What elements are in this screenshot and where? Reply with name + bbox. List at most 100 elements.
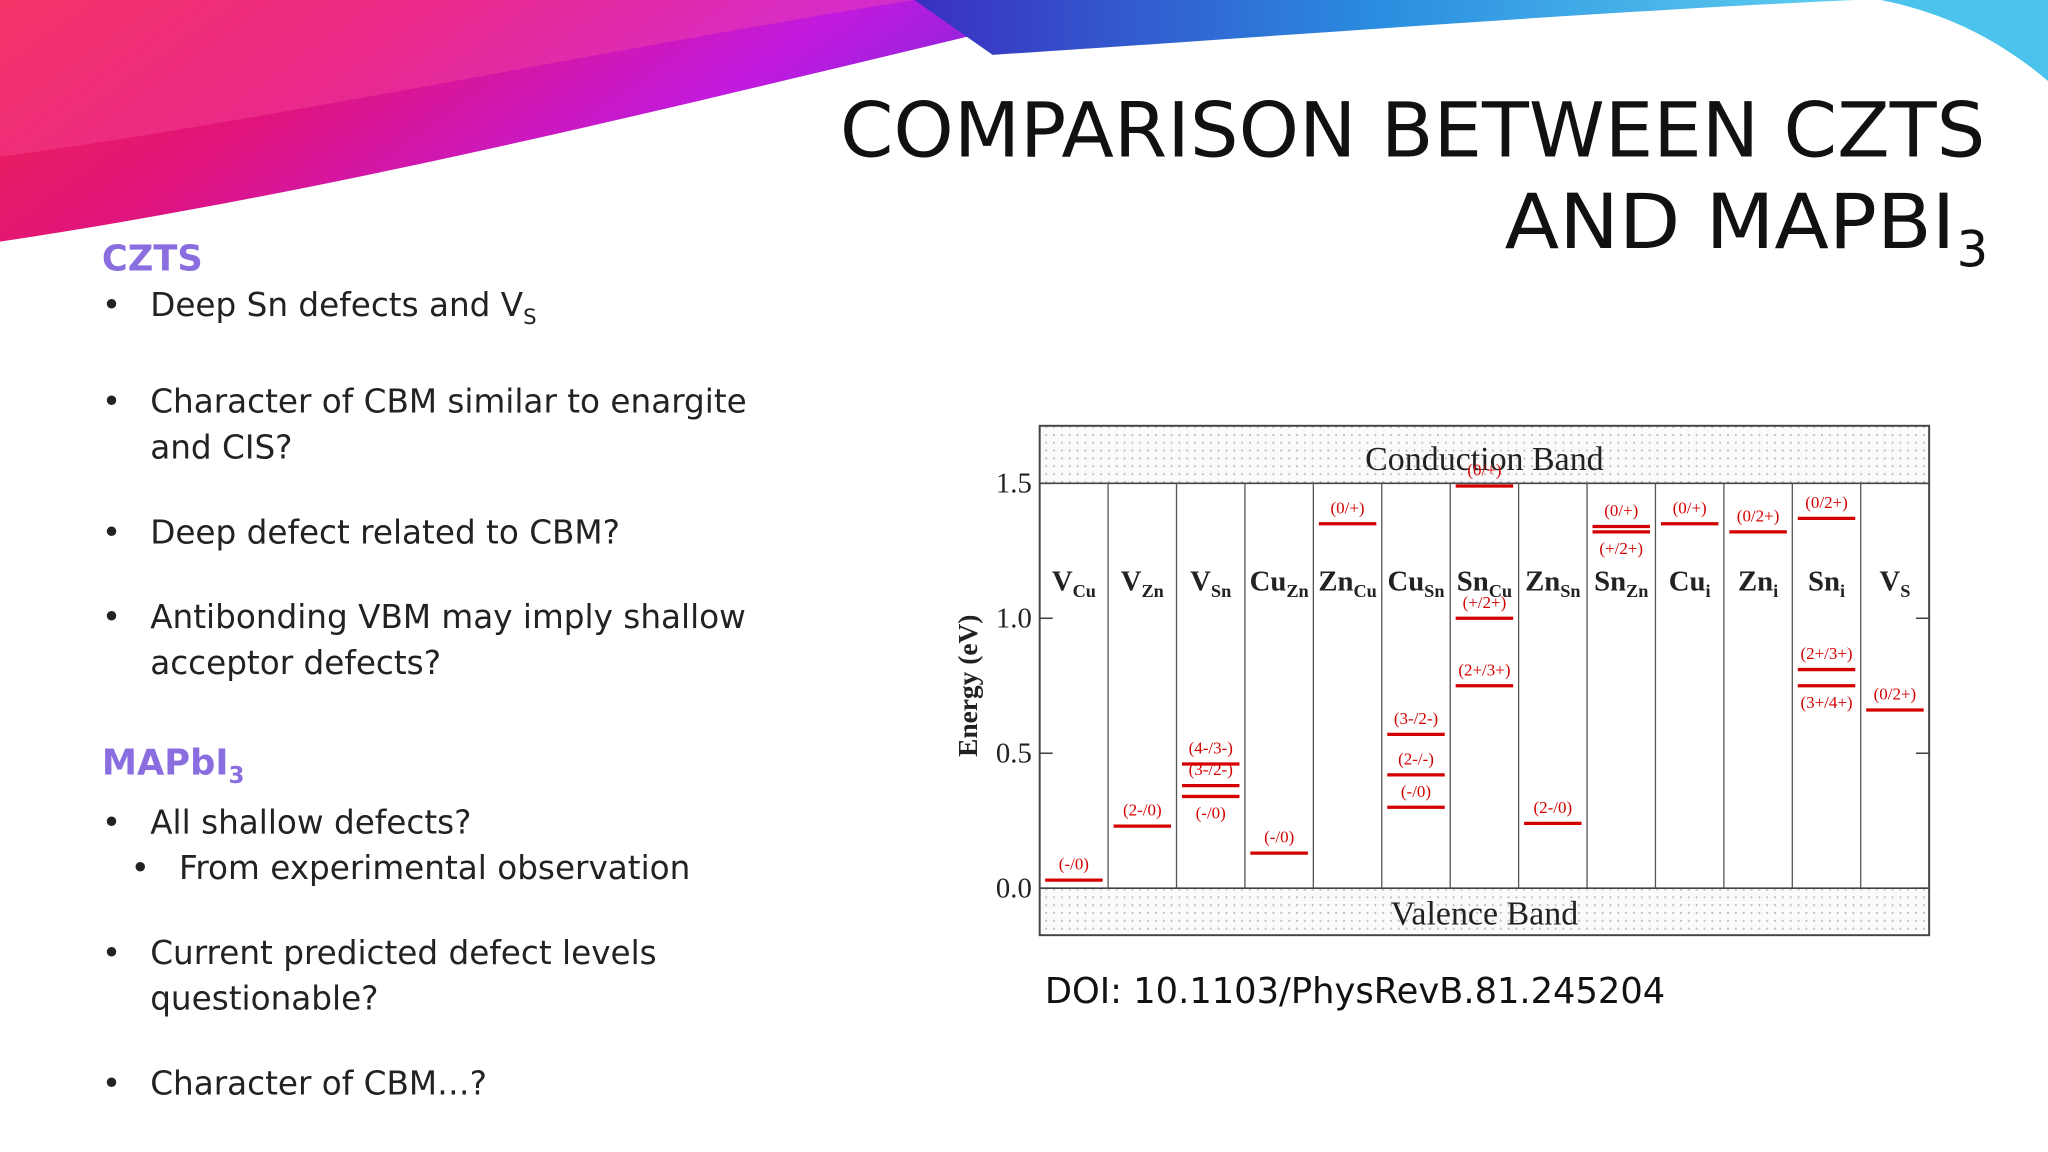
column-name-subscript: Zn — [1286, 581, 1308, 601]
bullet-item: All shallow defects? From experimental ob… — [102, 800, 801, 891]
defect-level-label: (4-/3-) — [1189, 739, 1233, 758]
column-name-base: Sn — [1457, 565, 1489, 597]
bullet-line: Current predicted defect levels question… — [150, 930, 800, 1021]
y-tick-label: 1.5 — [996, 467, 1032, 499]
bullet-line: Character of CBM similar to enargite and… — [150, 379, 800, 470]
column-name-base: Zn — [1738, 565, 1773, 597]
defect-level-label: (0/+) — [1331, 498, 1365, 517]
bullet-item: Deep defect related to CBM? — [102, 509, 801, 555]
defect-level-label: (2+/3+) — [1800, 644, 1852, 663]
column-name-base: V — [1121, 565, 1142, 597]
band-bottom — [1039, 888, 1930, 936]
bullet-text: Antibonding VBM may imply shallow accept… — [150, 598, 746, 682]
defect-level-label: (+/2+) — [1463, 593, 1507, 612]
column-name-subscript: Zn — [1142, 581, 1164, 601]
section-heading: CZTS — [102, 236, 846, 282]
column-name: Cui — [1669, 565, 1711, 601]
defect-level-label: (-/0) — [1264, 828, 1294, 847]
bullet-text: Character of CBM…? — [150, 1064, 488, 1103]
column-name: CuZn — [1250, 565, 1309, 601]
title-line: COMPARISON BETWEEN CZTS — [840, 87, 1985, 175]
defect-level-label: (2-/0) — [1123, 801, 1162, 820]
doi: DOI: 10.1103/PhysRevB.81.245204 — [1045, 971, 1665, 1012]
column-name: VSn — [1190, 565, 1231, 601]
column-name-base: Zn — [1318, 565, 1353, 597]
column-name-subscript: Sn — [1560, 581, 1580, 601]
column-name: ZnSn — [1525, 565, 1580, 601]
y-tick-label: 0.5 — [996, 737, 1032, 769]
column-name-subscript: i — [1705, 581, 1710, 601]
column-name: VZn — [1121, 565, 1164, 601]
heading-subscript: 3 — [228, 763, 245, 790]
defect-level-label: (2-/-) — [1398, 749, 1434, 768]
decor-wave — [1880, 0, 2048, 81]
column-name-subscript: Cu — [1489, 581, 1512, 601]
column-name: CuSn — [1387, 565, 1444, 601]
column-name-subscript: Cu — [1353, 581, 1376, 601]
defect-level-label: (3-/2-) — [1394, 709, 1438, 728]
bullet-text: Current predicted defect levels question… — [150, 934, 657, 1018]
bullet-line: All shallow defects? — [150, 800, 800, 846]
column-name-base: Cu — [1669, 565, 1706, 597]
bullet-item: Character of CBM similar to enargite and… — [102, 379, 801, 470]
decor-wave — [0, 0, 1124, 242]
heading-text: CZTS — [101, 239, 203, 280]
title: COMPARISON BETWEEN CZTS AND MAPBI 3 — [840, 87, 1988, 279]
defect-level-label: (-/0) — [1401, 782, 1431, 801]
column-name: Zni — [1738, 565, 1778, 601]
bullet-item: Deep Sn defects and VS — [102, 282, 801, 339]
bullet-item: Antibonding VBM may imply shallow accept… — [102, 594, 801, 685]
defect-level-label: (-/0) — [1196, 804, 1226, 823]
defect-level-label: (2+/3+) — [1458, 660, 1510, 679]
bullet-text: Deep defect related to CBM? — [150, 513, 620, 552]
column-name-subscript: Cu — [1073, 581, 1096, 601]
axis-title: Energy (eV) — [953, 615, 983, 757]
column-name-subscript: Sn — [1424, 581, 1444, 601]
defect-level-label: (-/0) — [1059, 855, 1089, 874]
column-name-base: Cu — [1250, 565, 1287, 597]
bullet-line: Character of CBM…? — [150, 1061, 800, 1107]
defect-level-label: (0/+) — [1467, 461, 1501, 480]
defect-level-label: (0/2+) — [1874, 685, 1917, 704]
band-label: Valence Band — [1391, 896, 1579, 933]
defect-level-label: (0/2+) — [1737, 506, 1780, 525]
bullet-text: Character of CBM similar to enargite and… — [150, 382, 747, 467]
column-name-subscript: S — [1900, 581, 1910, 601]
defect-level-label: (+/2+) — [1599, 539, 1643, 558]
defect-level-label: (3+/4+) — [1800, 693, 1852, 712]
title-subscript: 3 — [1957, 220, 1989, 278]
defect-level-label: (0/2+) — [1805, 493, 1848, 512]
band-top — [1039, 425, 1930, 484]
column-name-base: Cu — [1387, 565, 1424, 597]
defect-chart: Conduction Band Valence Band Energy (eV) 0.… — [953, 424, 1931, 937]
bullet-line: Deep defect related to CBM? — [150, 509, 800, 555]
defect-level-label: (2-/0) — [1534, 798, 1573, 817]
band-label: Conduction Band — [1365, 441, 1604, 478]
column-name-base: V — [1879, 565, 1900, 597]
column-name-base: V — [1052, 565, 1073, 597]
y-tick-label: 1.0 — [996, 602, 1032, 634]
column-name-base: Sn — [1594, 565, 1626, 597]
column-name: Sni — [1808, 565, 1845, 601]
bullet-text: All shallow defects? — [150, 803, 472, 842]
decor-wave — [0, 0, 915, 157]
column-name-base: Zn — [1525, 565, 1560, 597]
column-name: VCu — [1052, 565, 1096, 601]
column-name: ZnCu — [1318, 565, 1377, 601]
column-name: SnCu — [1457, 565, 1512, 601]
sub-bullet: From experimental observation — [102, 846, 801, 892]
defect-level-label: (3-/2-) — [1189, 760, 1233, 779]
defect-level-label: (0/+) — [1604, 501, 1638, 520]
column-name-subscript: Sn — [1211, 581, 1231, 601]
title-line: AND MAPBI — [1505, 178, 1956, 266]
bullet-subscript: S — [523, 304, 537, 330]
column-name: VS — [1879, 565, 1910, 601]
column-name-subscript: i — [1840, 581, 1845, 601]
bullet-item: Character of CBM…? — [102, 1061, 801, 1107]
column-name-base: V — [1190, 565, 1211, 597]
bullet-item: Current predicted defect levels question… — [102, 930, 801, 1021]
column-name-subscript: Zn — [1626, 581, 1648, 601]
bullet-text: Deep Sn defects and V — [150, 286, 524, 324]
section-heading: MAPbI3 — [102, 741, 846, 800]
